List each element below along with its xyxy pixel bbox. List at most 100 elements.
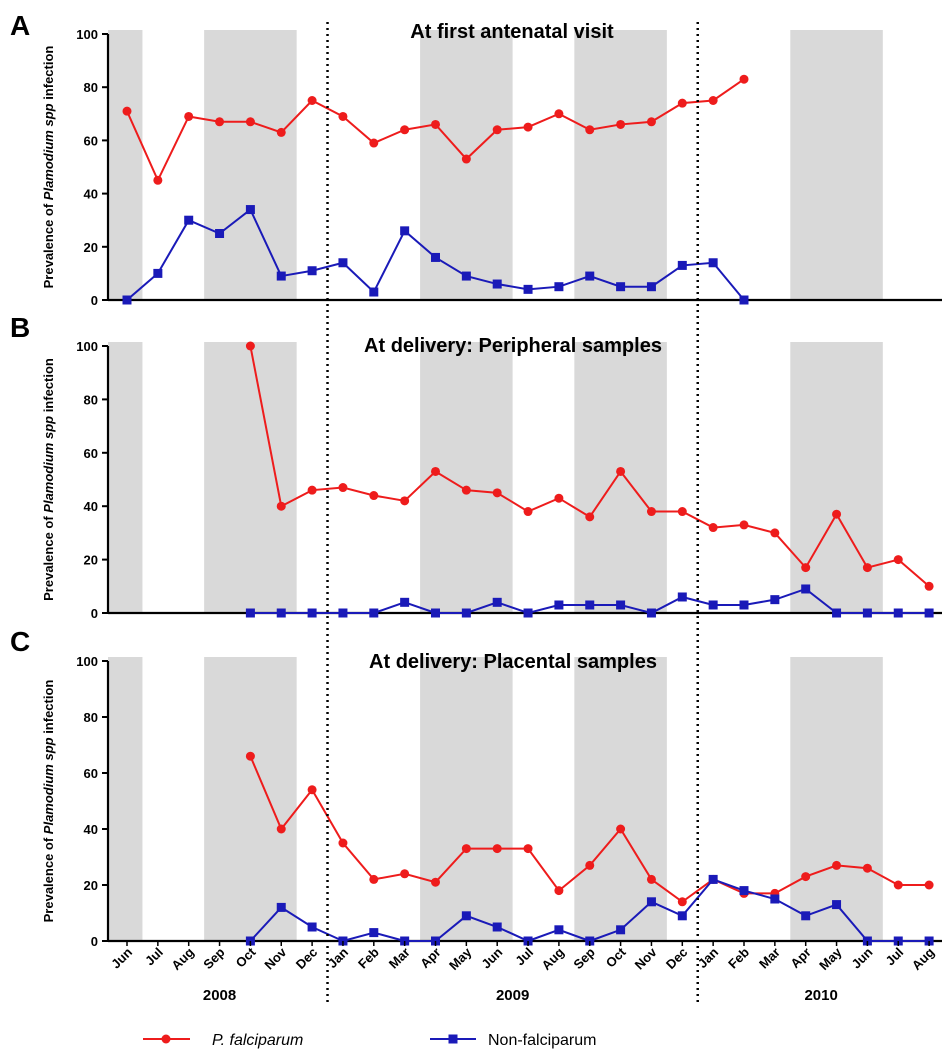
y-tick-label: 80 xyxy=(84,80,98,95)
data-point-non-falciparum xyxy=(369,608,379,618)
shaded-season-band xyxy=(574,657,667,941)
series-falciparum xyxy=(245,341,934,591)
data-point-non-falciparum xyxy=(215,229,225,238)
shaded-season-band xyxy=(790,657,883,941)
data-point-non-falciparum xyxy=(677,592,687,602)
data-point-falciparum xyxy=(616,824,626,834)
data-point-falciparum xyxy=(523,844,533,854)
data-point-non-falciparum xyxy=(708,600,718,610)
panel-title: At delivery: Placental samples xyxy=(369,651,657,673)
month-axis-labels: Jun Jul Aug Sep Oct Nov Dec Jan Feb Mar Apr May Jun J… xyxy=(108,941,937,973)
y-axis-label: Prevalence of Plamodium spp infection xyxy=(41,46,56,289)
legend-nonfalciparum-label: Non-falciparum xyxy=(488,1032,596,1049)
month-label: Feb xyxy=(725,944,752,971)
data-point-falciparum xyxy=(677,897,687,907)
data-point-falciparum xyxy=(585,860,595,870)
data-point-falciparum xyxy=(708,523,718,533)
data-point-falciparum xyxy=(307,785,317,795)
shaded-season-band xyxy=(574,342,667,613)
month-label: Dec xyxy=(293,945,320,972)
data-point-falciparum xyxy=(739,74,749,84)
legend: P. falciparum Non-falciparum xyxy=(143,1032,596,1049)
month-label: Jul xyxy=(882,945,906,969)
data-point-non-falciparum xyxy=(646,608,656,618)
data-point-non-falciparum xyxy=(492,922,502,932)
legend-nonfalciparum-marker xyxy=(448,1034,458,1044)
y-axis-label: Prevalence of Plamodium spp infection xyxy=(41,358,56,601)
data-point-falciparum xyxy=(646,874,656,884)
data-point-non-falciparum xyxy=(708,258,718,268)
y-tick-label: 100 xyxy=(76,654,98,669)
month-label: Jan xyxy=(325,944,351,970)
month-label: Jun xyxy=(478,944,505,971)
year-dividers xyxy=(326,22,699,1005)
data-point-falciparum xyxy=(400,125,410,135)
data-point-non-falciparum xyxy=(307,608,317,618)
y-tick-label: 100 xyxy=(76,27,98,42)
y-tick-label: 0 xyxy=(91,606,98,621)
legend-falciparum-marker xyxy=(161,1034,171,1044)
data-point-non-falciparum xyxy=(338,608,348,618)
data-point-non-falciparum xyxy=(276,271,286,281)
data-point-non-falciparum xyxy=(862,608,872,618)
data-point-falciparum xyxy=(276,501,286,511)
panel-title: At delivery: Peripheral samples xyxy=(364,335,662,357)
y-tick-label: 60 xyxy=(84,133,98,148)
data-point-falciparum xyxy=(832,860,842,870)
data-point-falciparum xyxy=(369,138,379,148)
year-label: 2009 xyxy=(496,987,529,1004)
data-point-falciparum xyxy=(924,581,934,591)
y-tick-label: 40 xyxy=(84,187,98,202)
shaded-season-band xyxy=(108,30,143,300)
data-point-falciparum xyxy=(276,824,286,834)
y-tick-label: 60 xyxy=(84,446,98,461)
shaded-season-band xyxy=(108,342,143,613)
y-tick-label: 80 xyxy=(84,392,98,407)
shaded-season-band xyxy=(790,30,883,300)
data-point-non-falciparum xyxy=(153,268,163,278)
shaded-season-band xyxy=(574,30,667,300)
data-point-non-falciparum xyxy=(461,911,471,921)
month-label: Jun xyxy=(849,944,876,971)
data-point-non-falciparum xyxy=(461,608,471,618)
data-point-falciparum xyxy=(677,507,687,517)
data-point-falciparum xyxy=(646,117,656,127)
data-point-non-falciparum xyxy=(431,608,440,618)
y-tick-label: 20 xyxy=(84,240,98,255)
data-point-falciparum xyxy=(400,869,410,879)
data-point-falciparum xyxy=(245,341,255,351)
data-point-falciparum xyxy=(862,863,872,873)
data-point-falciparum xyxy=(245,751,255,761)
y-tick-label: 40 xyxy=(84,822,98,837)
legend-falciparum-label: P. falciparum xyxy=(212,1032,303,1049)
month-label: Oct xyxy=(603,944,629,970)
data-point-non-falciparum xyxy=(245,205,255,215)
data-point-falciparum xyxy=(770,528,780,538)
data-point-non-falciparum xyxy=(276,608,286,618)
shaded-season-band xyxy=(420,342,513,613)
data-point-non-falciparum xyxy=(616,600,626,610)
data-point-non-falciparum xyxy=(708,874,718,884)
month-label: Aug xyxy=(168,944,197,973)
data-point-falciparum xyxy=(616,466,626,476)
panel-letter: C xyxy=(10,626,30,657)
data-point-falciparum xyxy=(184,111,194,121)
y-axis-label: Prevalence of Plamodium spp infection xyxy=(41,680,56,923)
data-point-non-falciparum xyxy=(523,284,533,294)
panel-c: 0 20 40 60 80 100 Prevalence of Plamodium spp … xyxy=(10,626,942,949)
month-label: Apr xyxy=(787,945,813,971)
shaded-season-band xyxy=(420,657,513,941)
data-point-falciparum xyxy=(739,520,749,530)
data-point-falciparum xyxy=(585,125,595,135)
y-tick-label: 60 xyxy=(84,766,98,781)
y-tick-label: 0 xyxy=(91,934,98,949)
data-point-non-falciparum xyxy=(307,266,317,276)
data-point-non-falciparum xyxy=(646,897,656,907)
data-point-falciparum xyxy=(276,127,286,137)
y-tick-label: 20 xyxy=(84,878,98,893)
month-label: Aug xyxy=(539,944,568,973)
data-point-non-falciparum xyxy=(431,252,440,262)
panel-title: At first antenatal visit xyxy=(410,21,614,43)
series-non-falciparum xyxy=(122,205,749,305)
data-point-falciparum xyxy=(893,555,903,565)
